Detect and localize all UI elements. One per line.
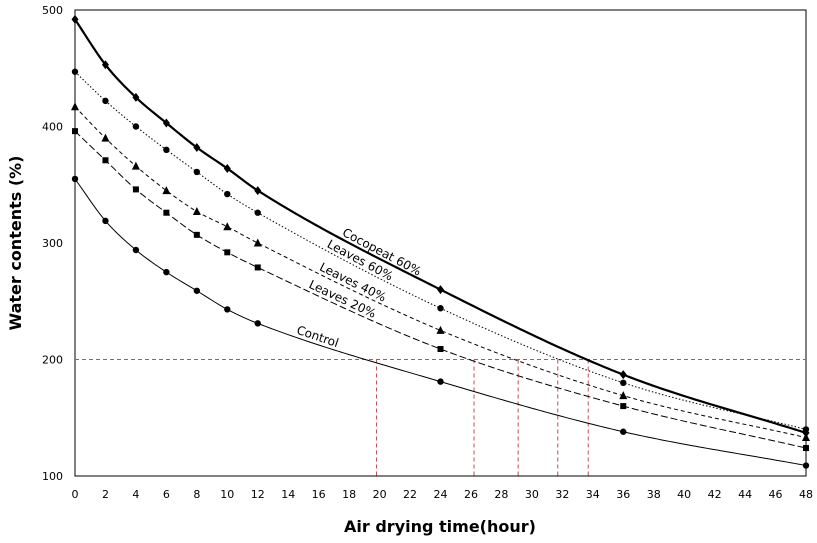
x-tick-44: 44 xyxy=(738,488,752,501)
series-lines xyxy=(74,18,807,467)
curve-labels: Cocopeat 60%Leaves 60%Leaves 40%Leaves 2… xyxy=(295,225,424,350)
marker-control-x4 xyxy=(132,246,140,254)
marker-leaves-60-x0 xyxy=(71,68,79,75)
marker-leaves-40-x48 xyxy=(802,433,810,442)
y-tick-100: 100 xyxy=(42,470,63,483)
marker-leaves-40-x24 xyxy=(436,325,445,334)
x-tick-10: 10 xyxy=(220,488,234,501)
marker-leaves-40-x0 xyxy=(71,102,79,111)
marker-cocopeat-60-x6 xyxy=(162,118,170,128)
x-tick-48: 48 xyxy=(799,488,813,501)
marker-leaves-20-x4 xyxy=(132,186,139,193)
marker-cocopeat-60-x8 xyxy=(193,142,201,152)
y-tick-500: 500 xyxy=(42,4,63,17)
marker-leaves-20-x10 xyxy=(224,249,231,256)
marker-leaves-40-x10 xyxy=(223,222,232,231)
x-tick-24: 24 xyxy=(434,488,448,501)
marker-leaves-40-x36 xyxy=(619,391,628,400)
marker-cocopeat-60-x4 xyxy=(132,92,140,102)
marker-control-x6 xyxy=(163,268,170,276)
series-line-leaves-40 xyxy=(74,106,807,439)
reference-lines xyxy=(75,359,806,476)
marker-leaves-40-x12 xyxy=(253,238,262,247)
marker-control-x36 xyxy=(620,428,627,435)
x-tick-2: 2 xyxy=(102,488,109,501)
x-tick-16: 16 xyxy=(312,488,326,501)
curve-label-control: Control xyxy=(295,323,341,350)
marker-cocopeat-60-x2 xyxy=(101,60,109,70)
x-tick-22: 22 xyxy=(403,488,417,501)
marker-cocopeat-60-x36 xyxy=(619,370,627,380)
series-line-leaves-60 xyxy=(74,71,807,430)
marker-leaves-20-x0 xyxy=(72,128,78,135)
x-tick-labels: 0 2 4 6 8 10 12 14 16 18 20 22 24 26 28 30 32 34 36 38 40 42 4… xyxy=(72,488,814,501)
marker-leaves-60-x48 xyxy=(802,426,810,433)
x-tick-34: 34 xyxy=(586,488,600,501)
marker-leaves-20-x48 xyxy=(803,445,809,452)
marker-leaves-60-x10 xyxy=(224,190,231,198)
y-tick-labels: 100 200 300 400 500 xyxy=(42,4,63,483)
x-tick-14: 14 xyxy=(281,488,295,501)
marker-leaves-20-x8 xyxy=(193,231,200,238)
x-tick-20: 20 xyxy=(373,488,387,501)
marker-leaves-60-x12 xyxy=(254,209,261,216)
marker-leaves-20-x24 xyxy=(437,346,444,353)
plot-frame xyxy=(74,9,807,477)
marker-leaves-60-x4 xyxy=(132,123,140,130)
x-tick-8: 8 xyxy=(193,488,200,501)
marker-leaves-20-x2 xyxy=(102,157,109,164)
x-tick-30: 30 xyxy=(525,488,539,501)
marker-cocopeat-60-x24 xyxy=(437,285,444,295)
x-tick-26: 26 xyxy=(464,488,478,501)
marker-leaves-60-x2 xyxy=(102,97,109,105)
y-tick-400: 400 xyxy=(42,121,63,134)
marker-cocopeat-60-x12 xyxy=(254,186,262,196)
marker-leaves-20-x36 xyxy=(620,403,627,410)
marker-leaves-40-x6 xyxy=(162,186,171,195)
x-tick-36: 36 xyxy=(616,488,630,501)
marker-leaves-60-x36 xyxy=(620,379,627,386)
y-tick-200: 200 xyxy=(42,354,63,367)
series-line-control xyxy=(74,178,807,467)
x-tick-12: 12 xyxy=(251,488,265,501)
x-tick-38: 38 xyxy=(647,488,661,501)
series-markers xyxy=(71,14,810,469)
marker-cocopeat-60-x10 xyxy=(223,163,231,173)
y-axis-title: Water contents (%) xyxy=(6,156,25,331)
marker-leaves-20-x6 xyxy=(163,209,170,216)
marker-control-x2 xyxy=(102,217,109,225)
x-tick-4: 4 xyxy=(132,488,139,501)
marker-control-x12 xyxy=(254,320,261,327)
y-tick-300: 300 xyxy=(42,237,63,250)
x-tick-46: 46 xyxy=(769,488,783,501)
marker-cocopeat-60-x0 xyxy=(71,14,79,24)
marker-leaves-60-x8 xyxy=(193,168,201,176)
x-tick-42: 42 xyxy=(708,488,722,501)
marker-leaves-20-x12 xyxy=(254,264,261,271)
marker-control-x48 xyxy=(802,462,810,469)
x-axis-title: Air drying time(hour) xyxy=(344,517,536,536)
x-tick-32: 32 xyxy=(555,488,569,501)
marker-leaves-40-x4 xyxy=(131,161,140,170)
x-tick-28: 28 xyxy=(494,488,508,501)
x-tick-40: 40 xyxy=(677,488,691,501)
marker-leaves-40-x8 xyxy=(192,207,201,216)
x-tick-0: 0 xyxy=(72,488,79,501)
marker-leaves-60-x24 xyxy=(437,305,444,312)
x-tick-18: 18 xyxy=(342,488,356,501)
marker-control-x0 xyxy=(71,175,79,183)
x-tick-6: 6 xyxy=(163,488,170,501)
marker-control-x10 xyxy=(224,306,231,313)
marker-leaves-40-x2 xyxy=(101,133,110,142)
marker-control-x24 xyxy=(437,378,444,385)
marker-leaves-60-x6 xyxy=(163,146,170,153)
marker-control-x8 xyxy=(193,287,201,294)
